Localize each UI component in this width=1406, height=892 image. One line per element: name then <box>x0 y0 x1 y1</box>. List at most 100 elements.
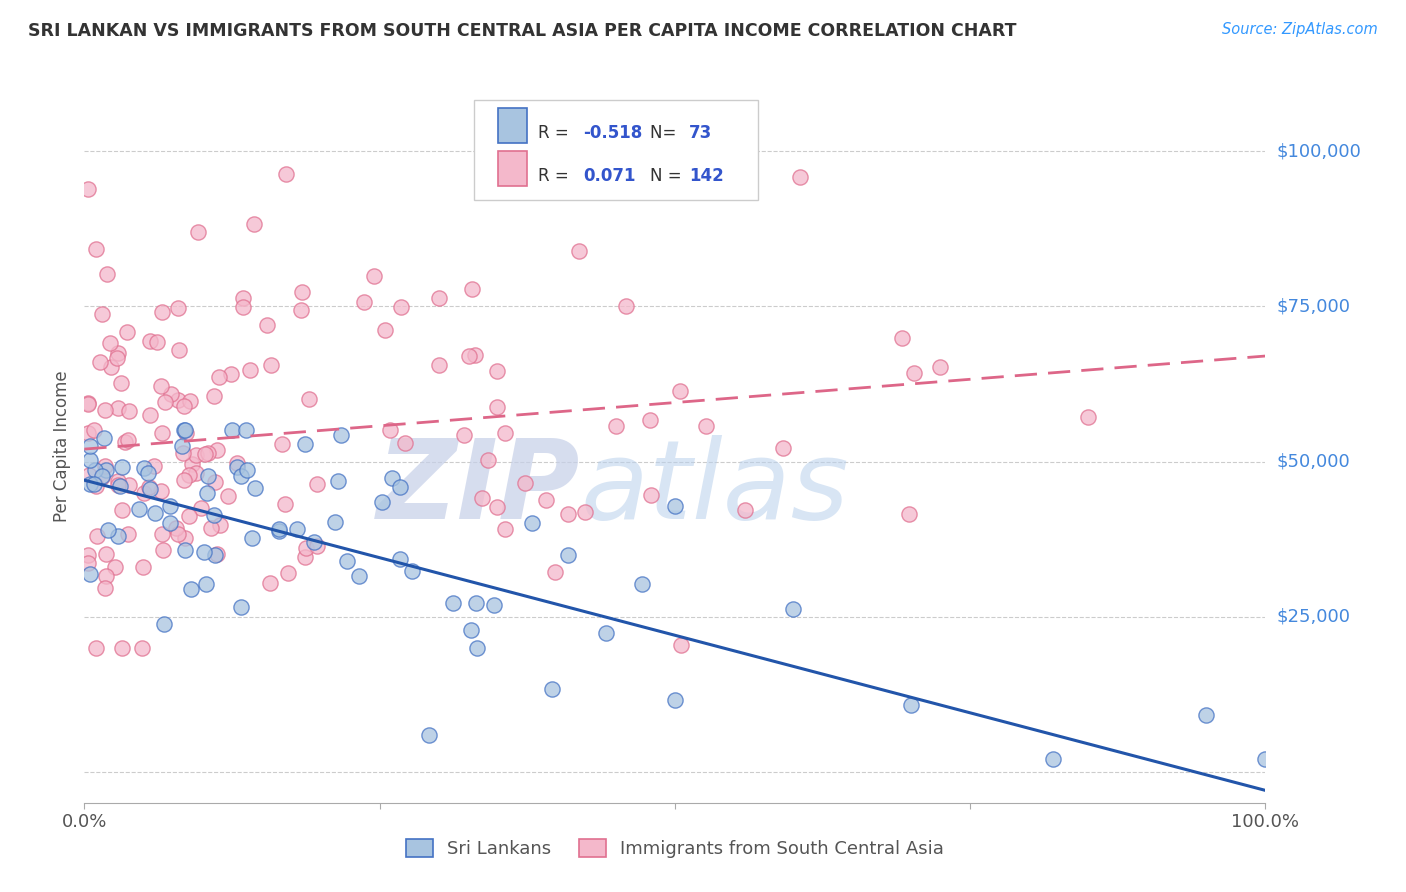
Point <box>231 469 253 483</box>
Point <box>464 597 486 611</box>
Text: $25,000: $25,000 <box>1277 607 1351 625</box>
Point <box>225 456 247 470</box>
Point <box>903 366 925 380</box>
Point <box>150 379 173 393</box>
Point <box>84 242 107 256</box>
Point <box>394 436 416 450</box>
Point <box>534 493 557 508</box>
Point <box>1042 752 1064 766</box>
Point <box>194 447 217 461</box>
Point <box>441 596 464 610</box>
Point <box>167 301 190 315</box>
Point <box>94 547 117 561</box>
Point <box>159 499 181 513</box>
Point <box>111 640 134 655</box>
Point <box>84 463 107 477</box>
Point <box>77 548 100 562</box>
Point <box>110 460 132 475</box>
Point <box>115 326 138 340</box>
Point <box>274 497 297 511</box>
Point <box>139 334 162 348</box>
Point <box>232 291 254 305</box>
Point <box>150 425 173 440</box>
Point <box>259 576 281 591</box>
Point <box>208 370 231 384</box>
Point <box>217 489 239 503</box>
Point <box>111 503 134 517</box>
Point <box>239 362 262 376</box>
Point <box>104 560 127 574</box>
Point <box>193 545 215 559</box>
Point <box>114 434 136 449</box>
Point <box>243 218 266 232</box>
Point <box>97 523 120 537</box>
Point <box>93 581 115 595</box>
Point <box>177 508 200 523</box>
Point <box>378 424 401 438</box>
Point <box>232 300 254 314</box>
Point <box>187 225 209 239</box>
Point <box>789 169 811 184</box>
Point <box>1195 708 1218 723</box>
Point <box>465 640 488 655</box>
Point <box>772 441 794 455</box>
Point <box>180 457 202 471</box>
Point <box>485 400 508 414</box>
Point <box>110 479 132 493</box>
Text: -0.518: -0.518 <box>582 124 643 142</box>
Text: SRI LANKAN VS IMMIGRANTS FROM SOUTH CENTRAL ASIA PER CAPITA INCOME CORRELATION C: SRI LANKAN VS IMMIGRANTS FROM SOUTH CENT… <box>28 22 1017 40</box>
Point <box>105 351 128 365</box>
Point <box>695 419 717 434</box>
Point <box>110 376 132 390</box>
Point <box>79 477 101 491</box>
Point <box>336 554 359 568</box>
Point <box>166 392 188 407</box>
Point <box>91 307 114 321</box>
Point <box>557 507 579 521</box>
Point <box>159 516 181 530</box>
Point <box>118 478 141 492</box>
Point <box>1077 410 1099 425</box>
Point <box>174 426 197 441</box>
Point <box>427 291 450 305</box>
Point <box>270 437 292 451</box>
Text: 0.071: 0.071 <box>582 167 636 185</box>
Point <box>136 466 159 480</box>
Point <box>295 541 318 556</box>
Point <box>290 285 312 299</box>
Point <box>260 358 283 372</box>
Point <box>200 521 222 535</box>
Point <box>160 387 183 401</box>
Text: R =: R = <box>538 124 574 142</box>
Point <box>494 522 516 536</box>
Text: R =: R = <box>538 167 579 185</box>
Point <box>349 569 371 583</box>
Point <box>186 466 208 480</box>
Point <box>167 527 190 541</box>
Point <box>371 495 394 509</box>
Text: Source: ZipAtlas.com: Source: ZipAtlas.com <box>1222 22 1378 37</box>
Point <box>574 505 596 519</box>
Point <box>329 428 352 442</box>
Point <box>94 462 117 476</box>
Point <box>463 348 485 362</box>
Point <box>132 559 155 574</box>
Point <box>664 693 686 707</box>
Point <box>79 468 101 483</box>
Point <box>153 395 176 409</box>
Point <box>205 547 228 561</box>
Point <box>225 459 247 474</box>
Point <box>132 486 155 500</box>
Text: 142: 142 <box>689 167 724 185</box>
Point <box>389 300 412 314</box>
Point <box>107 475 129 489</box>
Point <box>485 500 508 514</box>
Point <box>243 481 266 495</box>
Point <box>595 626 617 640</box>
Point <box>79 566 101 581</box>
Point <box>131 640 153 655</box>
Point <box>94 402 117 417</box>
Point <box>290 303 312 318</box>
Point <box>267 524 290 538</box>
Point <box>174 531 197 545</box>
